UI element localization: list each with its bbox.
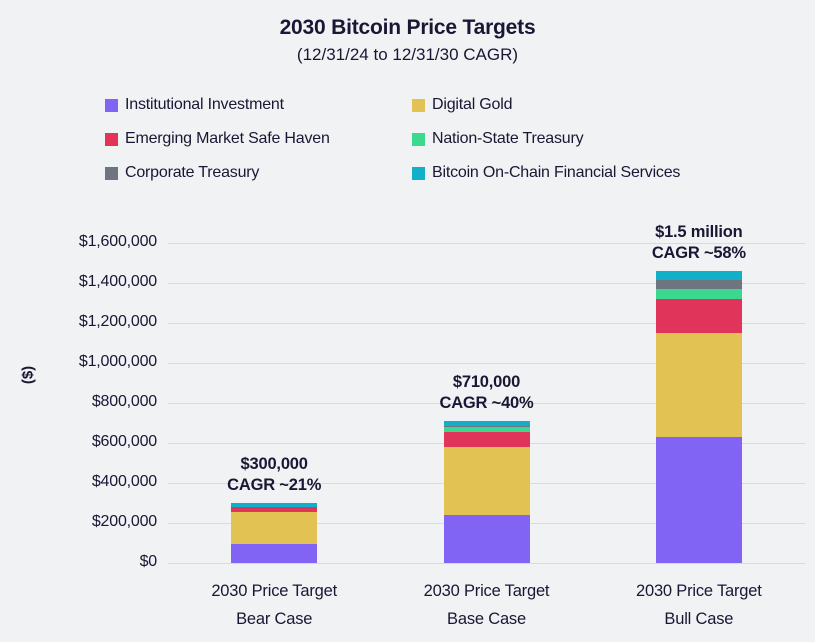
gridline [168, 322, 805, 324]
chart-subtitle: (12/31/24 to 12/31/30 CAGR) [296, 45, 519, 64]
legend-swatch-nation-state-treasury [412, 132, 425, 146]
x-axis-label: 2030 Price Target Base Case [424, 577, 550, 633]
legend-label: Bitcoin On-Chain Financial Services [432, 164, 681, 181]
legend-label: Corporate Treasury [125, 164, 260, 181]
bar-segment-bitcoin-on-chain-financial-services [655, 271, 742, 280]
bar-segment-nation-state-treasury [655, 289, 742, 299]
legend-swatch-digital-gold [412, 98, 425, 112]
gridline [168, 562, 805, 564]
bar-segment-digital-gold [443, 447, 530, 515]
y-tick-label: $200,000 [91, 513, 157, 530]
x-axis-label: 2030 Price Target Bull Case [636, 577, 762, 633]
gridline [168, 282, 805, 284]
chart-title: 2030 Bitcoin Price Targets [279, 16, 536, 39]
legend-label: Emerging Market Safe Haven [125, 130, 330, 147]
legend-swatch-emerging-market-safe-haven [105, 132, 118, 146]
annotation-line: $300,000 [240, 455, 308, 473]
annotation-line: CAGR ~21% [227, 476, 322, 494]
legend-label: Digital Gold [432, 96, 513, 113]
x-axis-label-line: Bear Case [236, 610, 313, 628]
legend-item-institutional-investment: Institutional Investment [105, 96, 284, 114]
legend-item-digital-gold: Digital Gold [412, 96, 513, 114]
legend-item-nation-state-treasury: Nation-State Treasury [412, 130, 584, 148]
gridline [168, 242, 805, 244]
y-tick-label: $1,200,000 [78, 313, 157, 330]
y-tick-label: $1,000,000 [78, 353, 157, 370]
x-axis-label-line: 2030 Price Target [211, 582, 337, 600]
gridline [168, 362, 805, 364]
x-axis-label-line: Bull Case [664, 610, 734, 628]
y-tick-label: $600,000 [91, 433, 157, 450]
legend-swatch-corporate-treasury [105, 166, 118, 180]
legend-item-emerging-market-safe-haven: Emerging Market Safe Haven [105, 130, 330, 148]
y-tick-label: $0 [139, 553, 158, 570]
legend-item-corporate-treasury: Corporate Treasury [105, 164, 259, 182]
legend-label: Nation-State Treasury [432, 130, 584, 147]
annotation-line: CAGR ~58% [651, 244, 746, 262]
bar-segment-emerging-market-safe-haven [655, 299, 742, 333]
legend-label: Institutional Investment [125, 96, 284, 113]
bar-segment-digital-gold [231, 512, 318, 544]
bar-segment-institutional-investment [443, 515, 530, 563]
y-tick-label: $1,400,000 [78, 273, 157, 290]
y-axis-label: ($) [19, 365, 37, 385]
x-axis-label-line: Base Case [447, 610, 526, 628]
x-axis-label-line: 2030 Price Target [636, 582, 762, 600]
bar-segment-corporate-treasury [655, 280, 742, 289]
bar-segment-emerging-market-safe-haven [231, 507, 318, 512]
bar-annotation: $710,000 CAGR ~40% [439, 372, 533, 414]
y-tick-label: $400,000 [91, 473, 157, 490]
bar-segment-bitcoin-on-chain-financial-services [231, 503, 318, 507]
bar-segment-nation-state-treasury [443, 427, 530, 432]
annotation-line: $710,000 [452, 373, 521, 391]
annotation-line: $1.5 million [655, 223, 743, 241]
x-axis-label: 2030 Price Target Bear Case [211, 577, 337, 633]
bar-segment-institutional-investment [655, 437, 742, 563]
bar-segment-digital-gold [655, 333, 742, 437]
bar-annotation: $1.5 million CAGR ~58% [652, 222, 746, 264]
legend-swatch-bitcoin-on-chain-financial-services [412, 166, 425, 180]
bar-annotation: $300,000 CAGR ~21% [227, 454, 321, 496]
annotation-line: CAGR ~40% [439, 394, 534, 412]
bar-segment-emerging-market-safe-haven [443, 432, 530, 447]
bar-segment-bitcoin-on-chain-financial-services [443, 421, 530, 426]
gridline [168, 402, 805, 404]
y-tick-label: $1,600,000 [78, 233, 157, 250]
y-tick-label: $800,000 [91, 393, 157, 410]
x-axis-label-line: 2030 Price Target [423, 582, 550, 600]
bar-segment-corporate-treasury [443, 426, 530, 427]
legend-item-bitcoin-on-chain-financial-services: Bitcoin On-Chain Financial Services [412, 164, 680, 182]
bar-segment-institutional-investment [231, 544, 318, 563]
legend-swatch-institutional-investment [105, 98, 118, 112]
